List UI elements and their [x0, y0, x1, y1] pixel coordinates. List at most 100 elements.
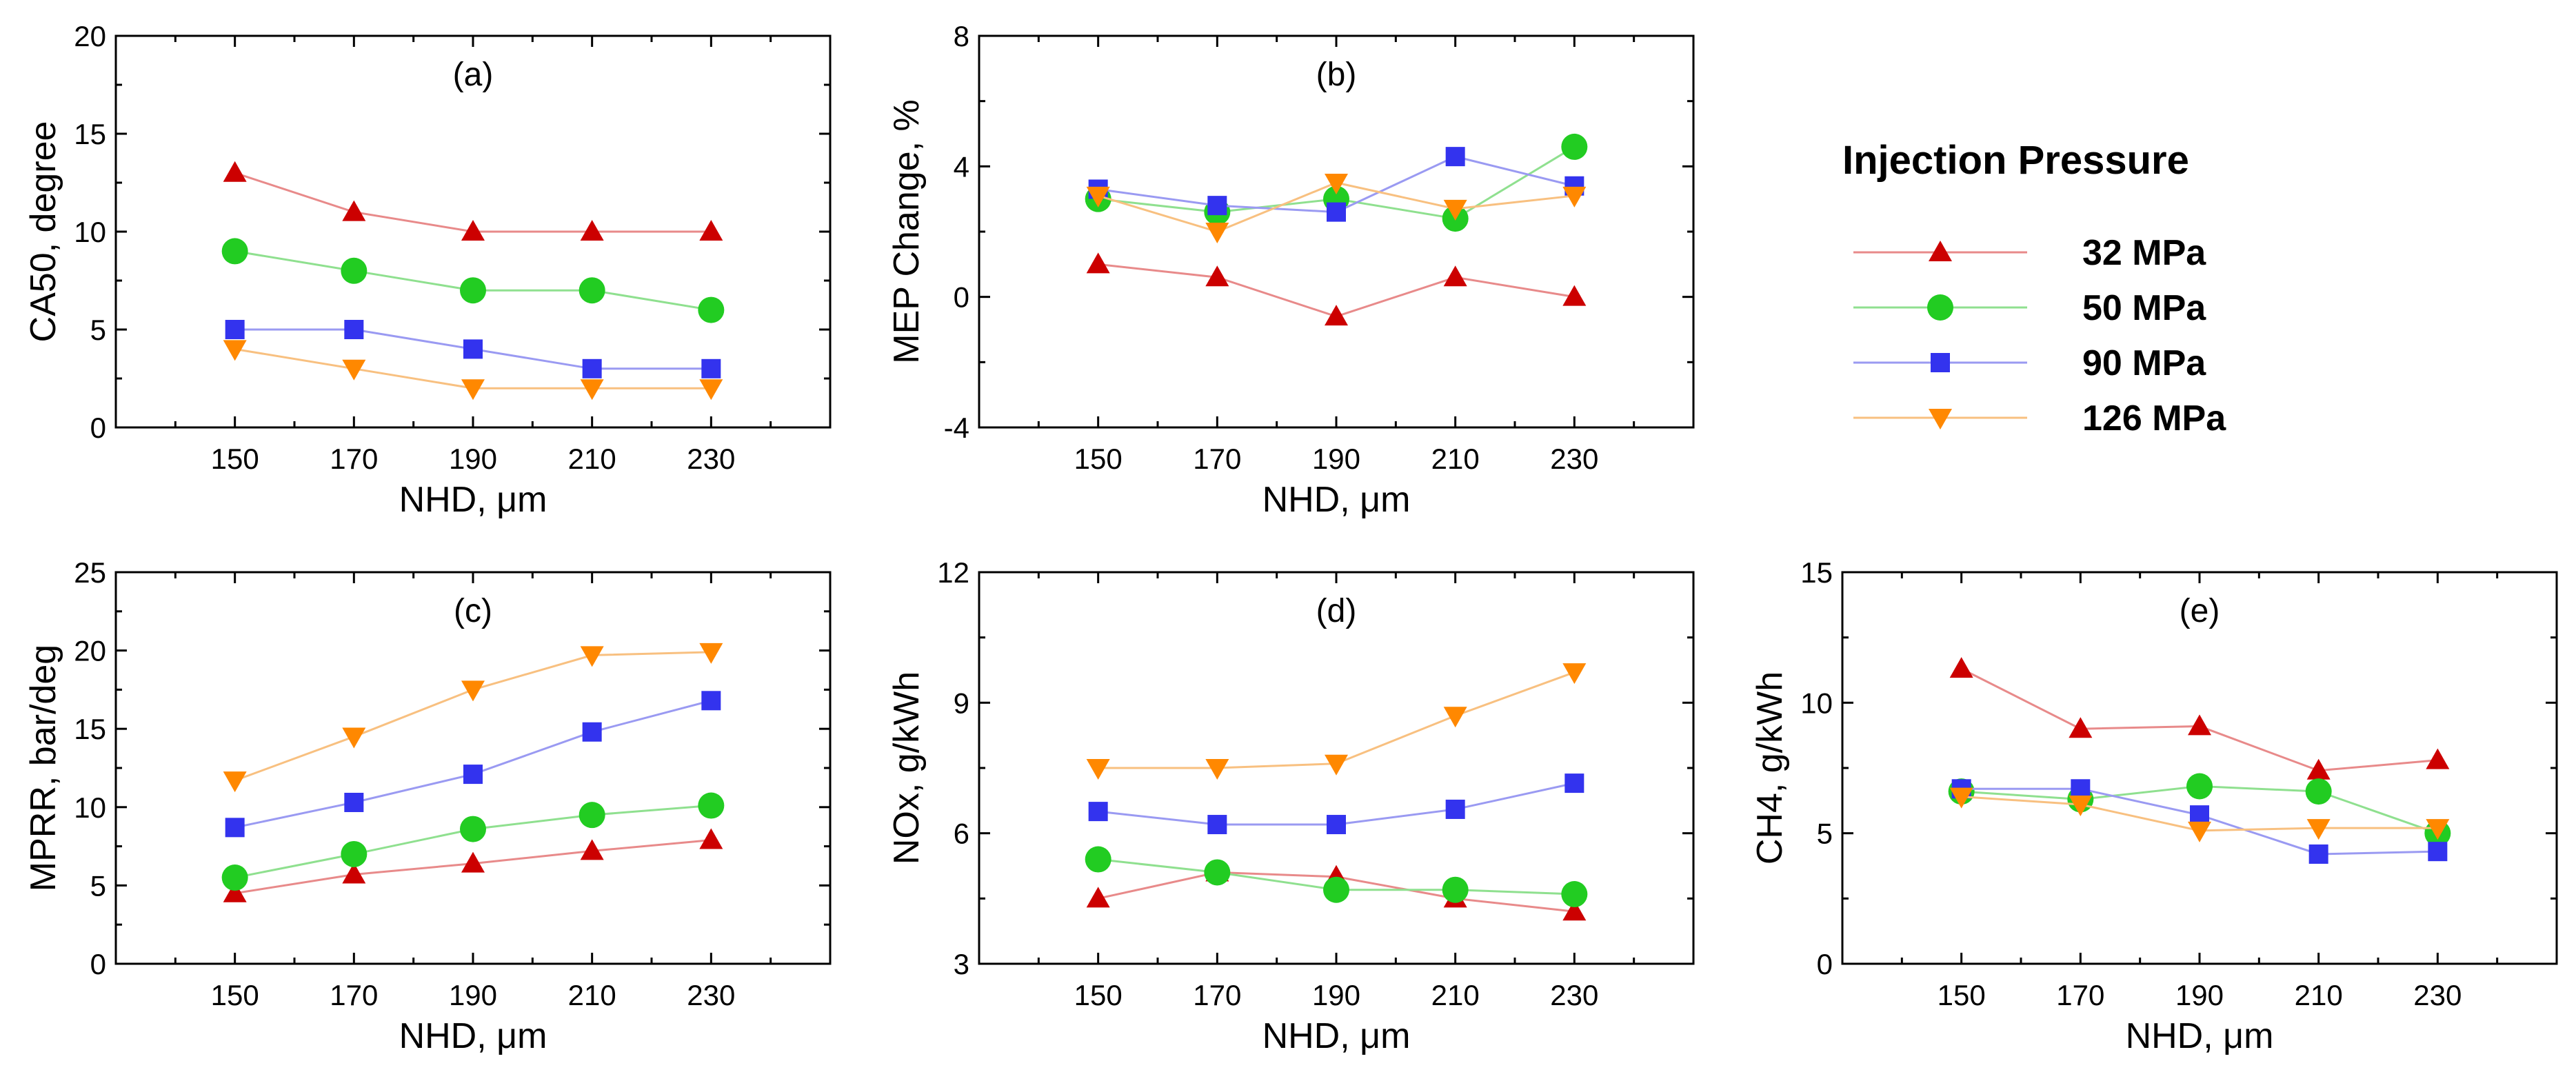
y-tick-label: 20 — [74, 20, 106, 52]
series-126-mpa — [1086, 174, 1587, 243]
x-tick-label: 230 — [2413, 979, 2462, 1011]
x-tick-label: 210 — [568, 443, 616, 475]
panel-label: (e) — [2180, 593, 2220, 629]
y-tick-label: 5 — [90, 869, 106, 902]
data-point — [699, 643, 723, 664]
y-tick-label: 6 — [954, 818, 969, 850]
data-point — [221, 864, 248, 891]
data-point — [1562, 663, 1587, 685]
chart-panel-c: 150 170 190 210 230 0 5 10 15 20 25 NHD, μm MPRR, ba… — [23, 556, 832, 1056]
x-tick-label: 150 — [1938, 979, 1986, 1011]
data-point — [461, 680, 485, 702]
data-point — [2426, 819, 2450, 840]
y-tick-label: 5 — [90, 314, 106, 346]
y-tick-label: 12 — [937, 556, 969, 589]
y-tick-label: 10 — [74, 791, 106, 824]
legend-label: 32 MPa — [2082, 233, 2206, 273]
y-axis-label: MEP Change, % — [887, 99, 927, 363]
y-tick-label: 25 — [74, 556, 106, 589]
data-point — [223, 771, 247, 793]
data-point — [699, 379, 723, 401]
x-tick-label: 150 — [211, 979, 259, 1011]
data-point — [698, 296, 725, 323]
data-point — [1949, 657, 1973, 678]
chart-panel-b: 150 170 190 210 230 -4 0 4 8 NHD, μm MEP Change, %… — [887, 20, 1695, 520]
y-tick-label: 3 — [954, 948, 969, 980]
data-point — [461, 379, 485, 401]
data-point — [1204, 859, 1231, 886]
data-point — [1564, 773, 1584, 793]
x-tick-label: 150 — [1074, 979, 1123, 1011]
data-point — [2188, 714, 2211, 736]
data-point — [223, 161, 247, 182]
plot-frame — [1841, 571, 2558, 965]
data-point — [221, 238, 248, 265]
x-tick-label: 170 — [2056, 979, 2104, 1011]
data-point — [1207, 815, 1227, 835]
x-axis-label: NHD, μm — [399, 1016, 547, 1056]
series-50-mpa — [221, 238, 725, 323]
data-point — [463, 339, 483, 359]
data-point — [1323, 876, 1349, 903]
panel-label: (c) — [454, 593, 492, 629]
legend-marker — [1931, 353, 1950, 372]
data-point — [1086, 887, 1110, 908]
data-point — [1443, 265, 1467, 287]
legend-label: 126 MPa — [2082, 398, 2226, 438]
data-point — [580, 646, 604, 667]
x-axis-label: NHD, μm — [2126, 1016, 2274, 1056]
x-tick-label: 230 — [1550, 443, 1598, 475]
data-point — [698, 792, 725, 819]
x-tick-label: 170 — [330, 979, 378, 1011]
series-line — [234, 651, 712, 782]
y-tick-label: 10 — [74, 216, 106, 248]
data-point — [461, 851, 485, 873]
data-point — [580, 220, 604, 241]
legend-label: 50 MPa — [2082, 288, 2206, 328]
data-point — [1327, 815, 1346, 835]
y-tick-label: 10 — [1800, 687, 1833, 719]
data-point — [1442, 876, 1469, 903]
data-point — [2306, 819, 2331, 840]
data-point — [1443, 199, 1467, 221]
series-126-mpa — [1086, 663, 1587, 780]
legend-item-90-mpa: 90 MPa — [1853, 343, 2206, 383]
x-axis-label: NHD, μm — [1262, 480, 1411, 520]
data-point — [1445, 147, 1465, 167]
data-point — [1088, 802, 1108, 822]
legend-marker — [1929, 409, 1952, 429]
data-point — [1562, 285, 1587, 306]
x-tick-label: 190 — [1312, 443, 1360, 475]
x-tick-label: 190 — [1312, 979, 1360, 1011]
data-point — [2308, 844, 2328, 864]
series-90-mpa — [1951, 779, 2448, 864]
x-tick-label: 170 — [1193, 443, 1241, 475]
data-point — [344, 320, 364, 339]
y-tick-label: 0 — [1817, 948, 1833, 980]
data-point — [463, 765, 483, 785]
data-point — [582, 358, 602, 378]
data-point — [342, 862, 366, 884]
data-point — [699, 828, 723, 849]
data-point — [578, 802, 605, 829]
y-axis-label: MPRR, bar/deg — [23, 645, 63, 891]
x-tick-label: 190 — [449, 979, 497, 1011]
panel-label: (d) — [1316, 593, 1357, 629]
series-32-mpa — [223, 828, 723, 902]
series-126-mpa — [223, 643, 723, 793]
data-point — [1085, 846, 1111, 873]
legend-item-126-mpa: 126 MPa — [1853, 398, 2226, 438]
series-90-mpa — [1088, 773, 1584, 835]
legend-label: 90 MPa — [2082, 343, 2206, 383]
data-point — [2305, 778, 2332, 805]
x-tick-label: 230 — [1550, 979, 1598, 1011]
series-32-mpa — [223, 161, 723, 241]
x-tick-label: 190 — [449, 443, 497, 475]
series-126-mpa — [223, 340, 723, 401]
y-axis-label: CH4, g/kWh — [1750, 671, 1790, 864]
data-point — [342, 200, 366, 221]
data-point — [1086, 759, 1110, 780]
data-point — [2426, 748, 2450, 769]
data-point — [223, 881, 247, 902]
data-point — [1325, 754, 1348, 776]
